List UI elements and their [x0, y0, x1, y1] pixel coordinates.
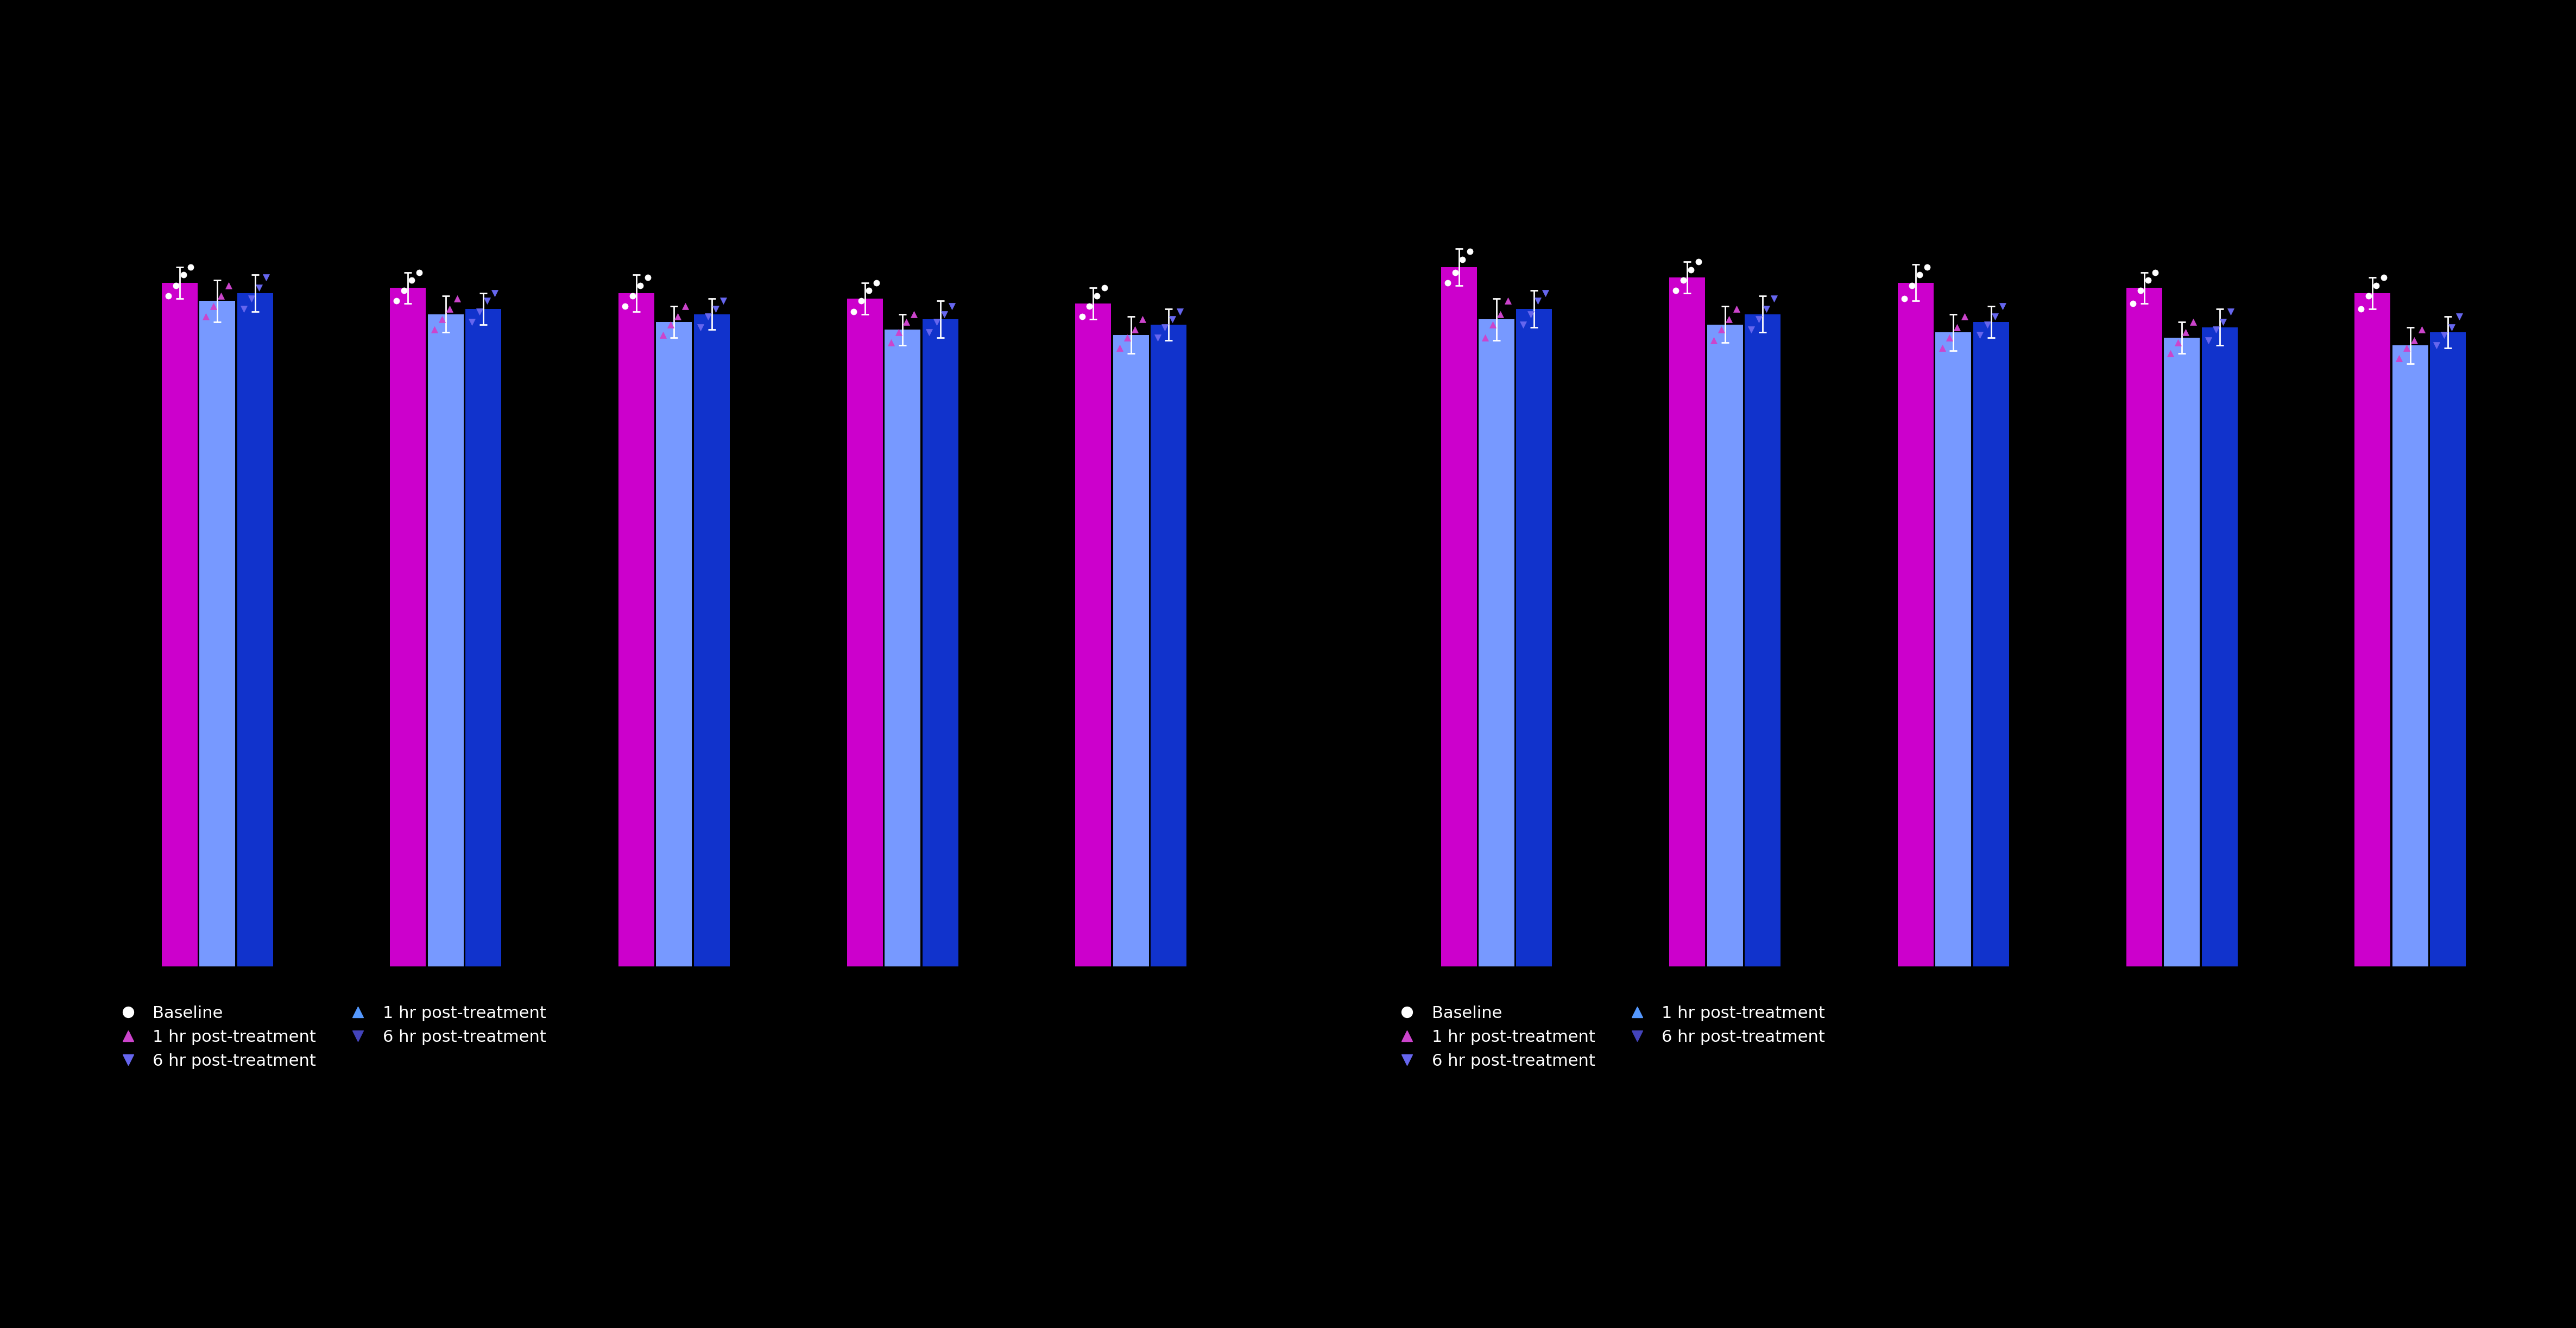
Bar	[2354, 293, 2391, 967]
Bar	[618, 293, 654, 967]
Bar	[657, 321, 693, 967]
Bar	[428, 315, 464, 967]
Bar	[2393, 345, 2429, 967]
Bar	[198, 301, 234, 967]
Bar	[1113, 335, 1149, 967]
Bar	[1973, 321, 2009, 967]
Bar	[1708, 324, 1744, 967]
Bar	[2429, 332, 2465, 967]
Bar	[466, 309, 502, 967]
Bar	[922, 319, 958, 967]
Bar	[1479, 319, 1515, 967]
Bar	[2202, 327, 2239, 967]
Bar	[162, 283, 198, 967]
Bar	[1151, 324, 1188, 967]
Bar	[693, 315, 729, 967]
Bar	[237, 293, 273, 967]
Legend: Baseline, 1 hr post-treatment, 6 hr post-treatment, 1 hr post-treatment, 6 hr po: Baseline, 1 hr post-treatment, 6 hr post…	[111, 1005, 546, 1069]
Bar	[1669, 278, 1705, 967]
Bar	[1517, 309, 1553, 967]
Bar	[1744, 315, 1780, 967]
Bar	[1899, 283, 1935, 967]
Legend: Baseline, 1 hr post-treatment, 6 hr post-treatment, 1 hr post-treatment, 6 hr po: Baseline, 1 hr post-treatment, 6 hr post…	[1391, 1005, 1826, 1069]
Bar	[884, 329, 920, 967]
Bar	[2125, 288, 2161, 967]
Bar	[1935, 332, 1971, 967]
Bar	[848, 299, 884, 967]
Bar	[1074, 304, 1110, 967]
Bar	[2164, 337, 2200, 967]
Bar	[389, 288, 425, 967]
Bar	[1440, 267, 1476, 967]
